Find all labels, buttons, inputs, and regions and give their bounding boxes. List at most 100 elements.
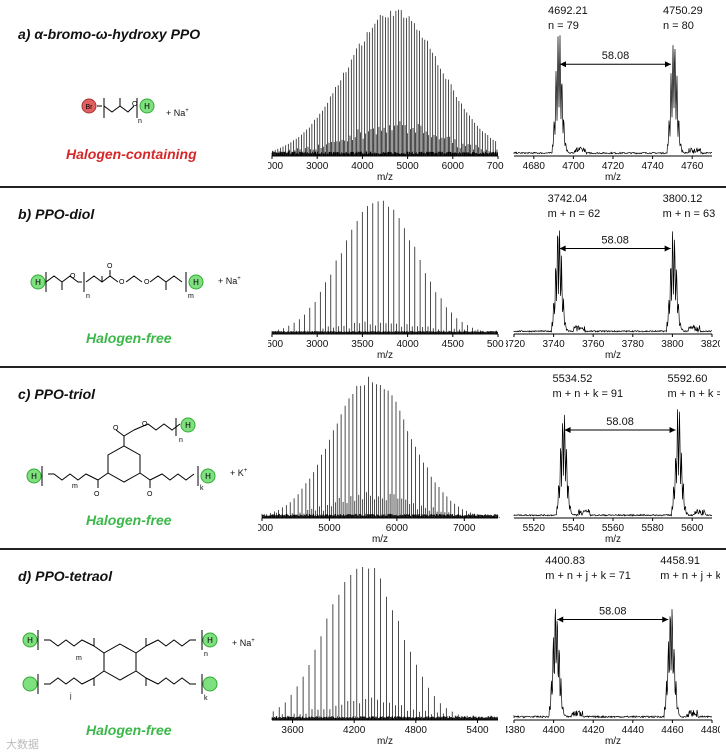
repeat-subscript: n (179, 437, 183, 444)
end-group-left-label: H (31, 472, 37, 481)
bromine-end-group-icon (81, 98, 97, 114)
end-group-right-label: H (144, 102, 150, 111)
peak-mz-label: 3800.12 (663, 193, 703, 205)
panel-a-title: a) α-bromo-ω-hydroxy PPO (18, 26, 201, 42)
spectrum-trace (261, 376, 501, 518)
spectrum-trace (271, 200, 498, 334)
peak-mz-label: 3742.04 (548, 193, 588, 205)
x-tick-label: 3600 (281, 725, 304, 736)
x-tick-label: 3820 (701, 339, 720, 350)
svg-text:O: O (132, 101, 138, 108)
spectrum-trace (271, 567, 498, 720)
hydroxyl-end-group-icon (22, 632, 38, 648)
peak-mz-label: 4400.83 (545, 555, 585, 567)
x-tick-label: 3500 (351, 339, 374, 350)
svg-text:O: O (142, 421, 148, 428)
x-tick-label: 4720 (602, 161, 625, 172)
x-tick-label: 4000 (351, 161, 374, 172)
x-tick-label: 5600 (681, 523, 704, 534)
x-tick-label: 7000 (487, 161, 504, 172)
repeat-subscript: j (69, 693, 72, 700)
hydroxyl-end-group-icon (180, 417, 196, 433)
panel-c-halogen-label: Halogen-free (86, 512, 172, 528)
x-tick-label: 5000 (318, 523, 341, 534)
spectrum-trace (513, 409, 713, 517)
end-group-right-label: H (193, 278, 199, 287)
hydroxyl-end-group-icon (200, 468, 216, 484)
repeat-subscript: n (138, 118, 142, 125)
panel-c-title: c) PPO-triol (18, 386, 96, 402)
polymer-backbone-icon (97, 98, 138, 118)
svg-text:O: O (70, 273, 76, 280)
watermark: 大数据 (6, 739, 39, 751)
spectrum-trace (513, 608, 713, 719)
x-tick-label: 4740 (641, 161, 664, 172)
panel-d-structure: m n j k H H (22, 630, 218, 702)
svg-text:O: O (119, 279, 125, 286)
x-tick-label: 5000 (396, 161, 419, 172)
svg-text:O: O (94, 491, 100, 498)
peak-mz-label: 5534.52 (553, 373, 593, 385)
end-group-right-label: H (205, 472, 211, 481)
x-tick-label: 3000 (306, 161, 329, 172)
spectrum-trace (513, 230, 713, 334)
x-axis-label: m/z (377, 172, 393, 183)
spectrum-trace (271, 9, 498, 156)
panel-c-full-spectrum: 4000 5000 6000 7000 m/z (258, 376, 501, 545)
panel-c-zoom-spectrum: 5534.52 m + n + k = 91 5592.60 m + n + k = … (513, 373, 720, 545)
panel-d-full-spectrum: 3600 4200 4800 5400 m/z (271, 567, 498, 747)
svg-text:O: O (147, 491, 153, 498)
panel-d-halogen-label: Halogen-free (86, 722, 172, 738)
x-tick-label: 4380 (506, 725, 526, 736)
x-tick-label: 4400 (542, 725, 565, 736)
x-axis-label: m/z (372, 534, 388, 545)
benzene-ring-icon (103, 643, 137, 681)
hydroxyl-end-group-icon (30, 274, 46, 290)
peak-composition-label: m + n = 62 (548, 208, 601, 220)
peak-composition-label: m + n + k = 92 (668, 388, 720, 400)
x-axis-label: m/z (605, 736, 621, 747)
panel-b-full-spectrum: 2500 3000 3500 4000 4500 5000 m/z (268, 200, 504, 361)
hydroxyl-end-group-icon (202, 676, 218, 692)
panel-divider (0, 366, 726, 368)
svg-text:O: O (107, 263, 113, 270)
panel-b-zoom-spectrum: 3742.04 m + n = 62 3800.12 m + n = 63 58.08 3… (506, 193, 720, 361)
x-tick-label: 4680 (523, 161, 546, 172)
x-tick-label: 5400 (466, 725, 489, 736)
x-tick-label: 3740 (542, 339, 565, 350)
spectrum-trace (513, 35, 713, 155)
repeat-subscript: n (86, 293, 90, 300)
mass-difference-label: 58.08 (606, 416, 634, 428)
x-tick-label: 7000 (453, 523, 476, 534)
repeat-subscript: k (200, 485, 204, 492)
panel-b-halogen-label: Halogen-free (86, 330, 172, 346)
panel-divider (0, 548, 726, 550)
x-axis-label: m/z (605, 534, 621, 545)
x-tick-label: 4760 (681, 161, 704, 172)
peak-mz-label: 4692.21 (548, 5, 588, 17)
peak-composition-label: m + n = 63 (663, 208, 716, 220)
mass-difference-label: 58.08 (599, 606, 627, 618)
panel-b-title: b) PPO-diol (18, 206, 95, 222)
panel-a-zoom-spectrum: 4692.21 n = 79 4750.29 n = 80 58.08 4680 4700 4… (513, 5, 713, 183)
hydroxyl-end-group-icon (139, 98, 155, 114)
x-tick-label: 4000 (396, 339, 419, 350)
hydroxyl-end-group-icon (22, 676, 38, 692)
panel-a-halogen-label: Halogen-containing (66, 146, 197, 162)
panel-a-structure: Br O n H (81, 98, 155, 125)
x-tick-label: 4480 (701, 725, 720, 736)
svg-text:O: O (144, 279, 150, 286)
x-tick-label: 3720 (506, 339, 526, 350)
peak-mz-label: 5592.60 (668, 373, 708, 385)
x-tick-label: 2000 (268, 161, 284, 172)
x-tick-label: 6000 (386, 523, 409, 534)
benzene-ring-icon (107, 445, 141, 483)
svg-text:O: O (113, 425, 119, 432)
x-axis-label: m/z (377, 736, 393, 747)
panel-b-structure: H O n O O O m H (30, 263, 204, 300)
x-axis-label: m/z (605, 350, 621, 361)
hydroxyl-end-group-icon (26, 468, 42, 484)
x-axis-label: m/z (377, 350, 393, 361)
x-tick-label: 3000 (306, 339, 329, 350)
